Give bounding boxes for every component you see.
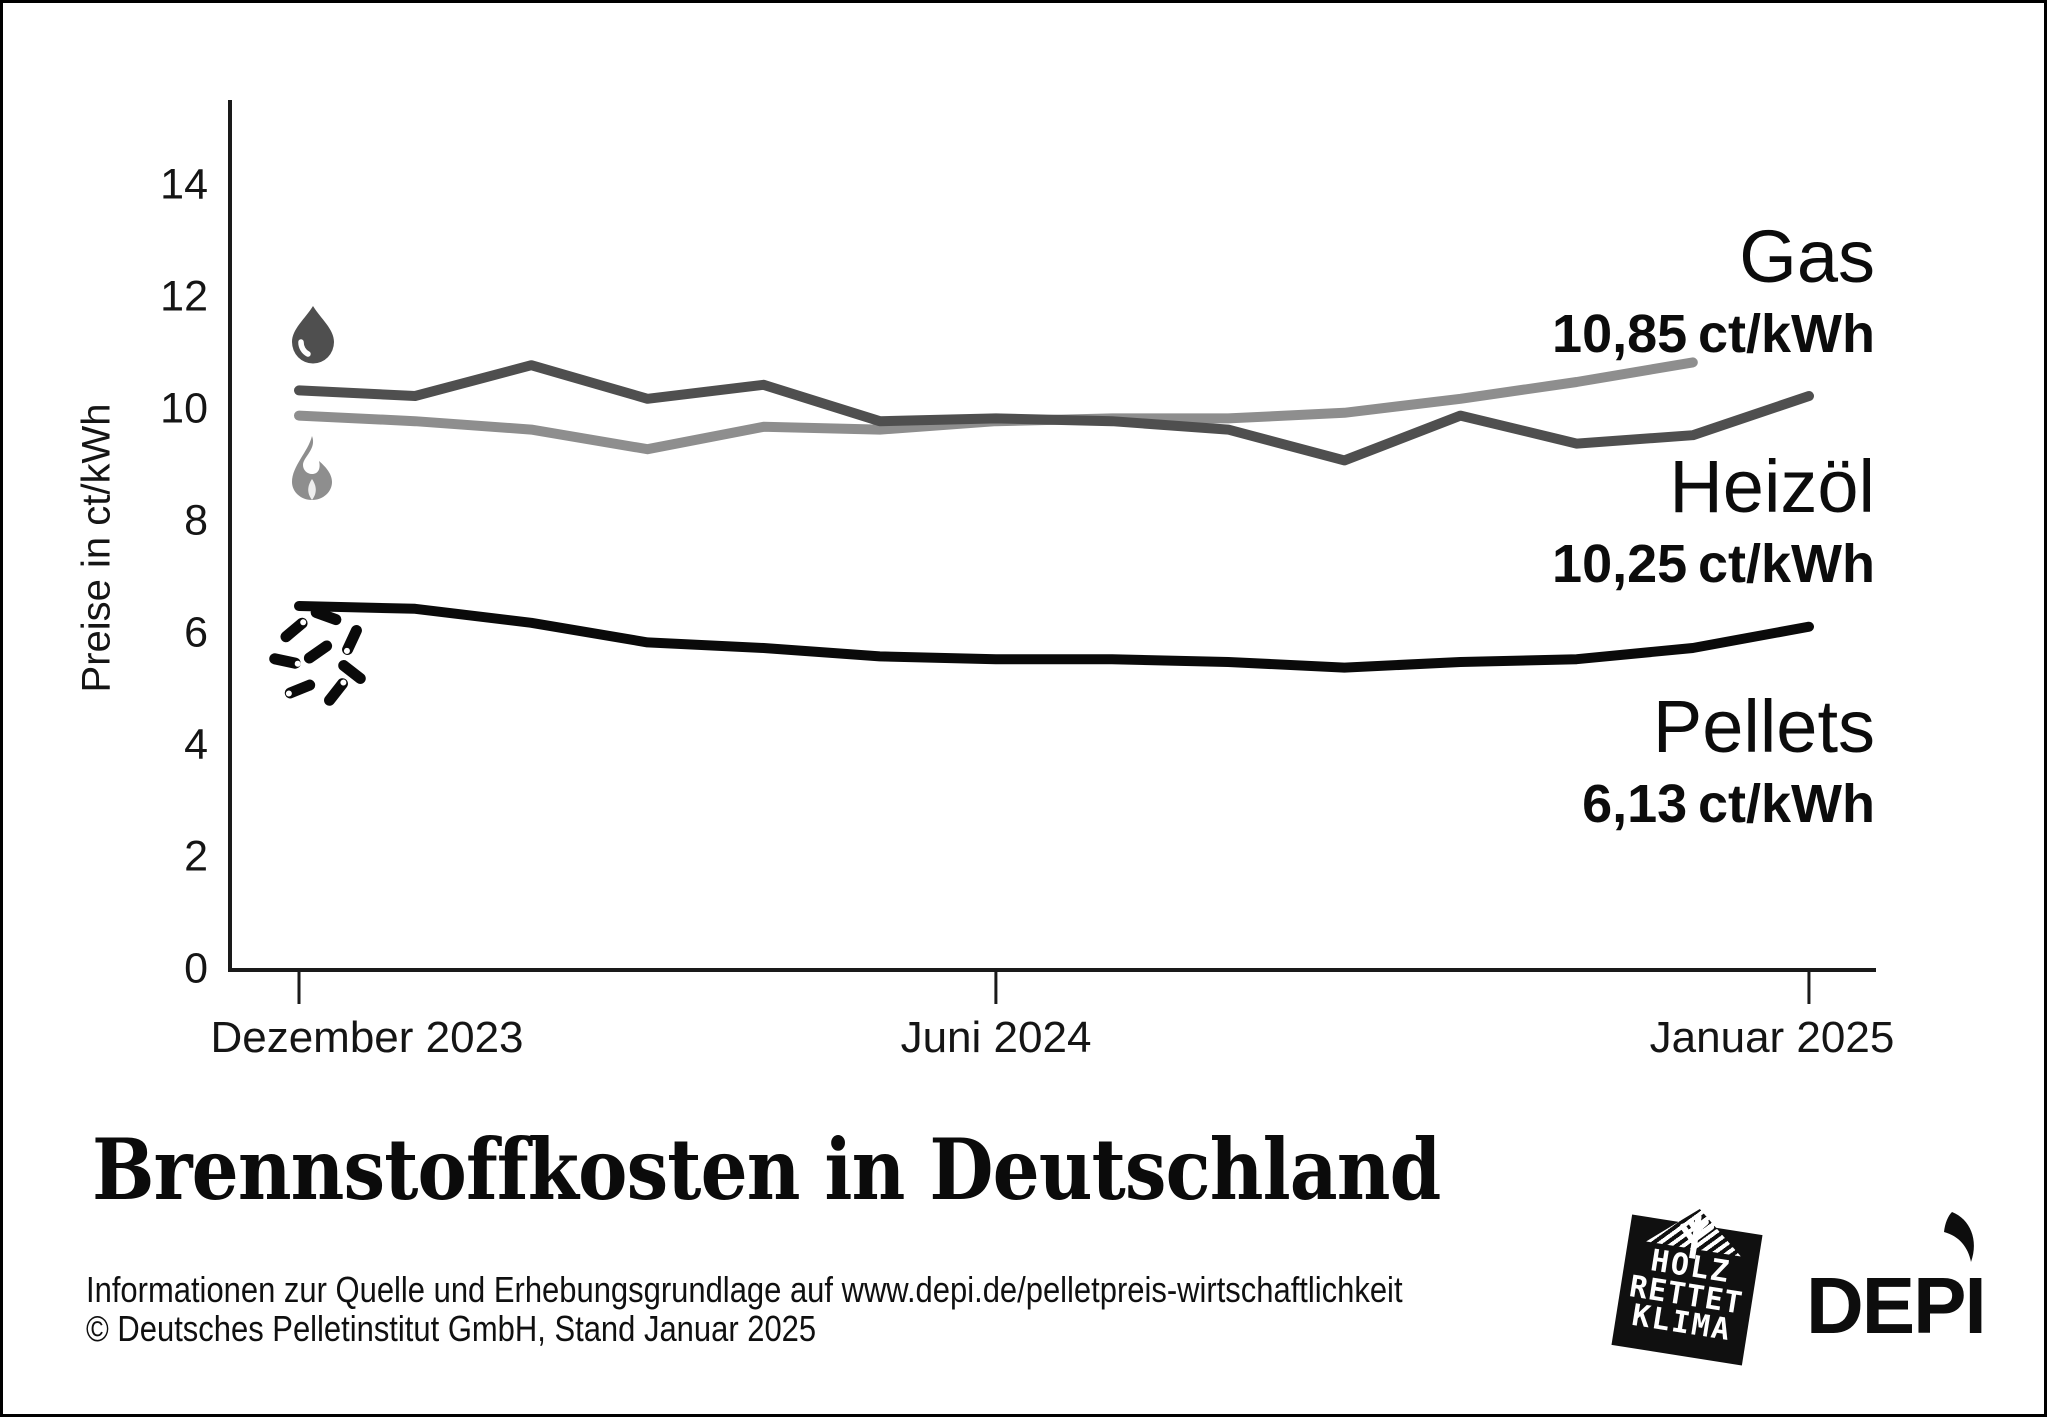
footer-source-line: Informationen zur Quelle und Erhebungsgr… bbox=[86, 1269, 1403, 1310]
y-tick-label: 10 bbox=[160, 384, 208, 433]
oil-drop-icon bbox=[292, 306, 334, 364]
legend-pellets-value: 6,13 ct/kWh bbox=[1582, 774, 1875, 834]
depi-flame-icon bbox=[1944, 1212, 1974, 1262]
y-tick-label: 2 bbox=[184, 832, 208, 881]
footer-copyright-line: © Deutsches Pelletinstitut GmbH, Stand J… bbox=[86, 1308, 817, 1349]
legend-pellets: Pellets 6,13 ct/kWh bbox=[1582, 690, 1875, 835]
y-tick-label: 14 bbox=[160, 160, 208, 209]
legend-heizoel-name: Heizöl bbox=[1669, 445, 1875, 528]
legend-gas: Gas 10,85 ct/kWh bbox=[1552, 220, 1875, 365]
holz-rettet-klima-logo: HOLZ RETTET KLIMA bbox=[1611, 1214, 1763, 1366]
depi-wordmark: DEPI bbox=[1806, 1261, 1987, 1350]
chart-title: Brennstoffkosten in Deutschland bbox=[92, 1120, 1441, 1219]
y-tick-label: 12 bbox=[160, 272, 208, 321]
legend-pellets-name: Pellets bbox=[1652, 685, 1875, 768]
legend-heizoel-value: 10,25 ct/kWh bbox=[1552, 534, 1875, 594]
y-tick-label: 0 bbox=[184, 944, 208, 993]
legend-gas-name: Gas bbox=[1739, 215, 1875, 298]
footer: Informationen zur Quelle und Erhebungsgr… bbox=[86, 1270, 1403, 1348]
y-tick-label: 6 bbox=[184, 608, 208, 657]
x-tick-label: Juni 2024 bbox=[900, 1013, 1092, 1062]
pellets-icon bbox=[269, 606, 366, 706]
line-pellets bbox=[294, 601, 1814, 673]
legend-gas-value: 10,85 ct/kWh bbox=[1552, 304, 1875, 364]
flame-icon bbox=[292, 436, 332, 500]
tree-icon bbox=[1679, 1213, 1715, 1262]
y-tick-label: 4 bbox=[184, 720, 208, 769]
legend-heizoel: Heizöl 10,25 ct/kWh bbox=[1552, 450, 1875, 595]
x-tick-label: Januar 2025 bbox=[1649, 1013, 1895, 1062]
hrk-text: HOLZ RETTET KLIMA bbox=[1614, 1242, 1758, 1348]
y-tick-label: 8 bbox=[184, 496, 208, 545]
line-heizoel bbox=[294, 360, 1814, 466]
x-tick-label: Dezember 2023 bbox=[210, 1013, 524, 1062]
